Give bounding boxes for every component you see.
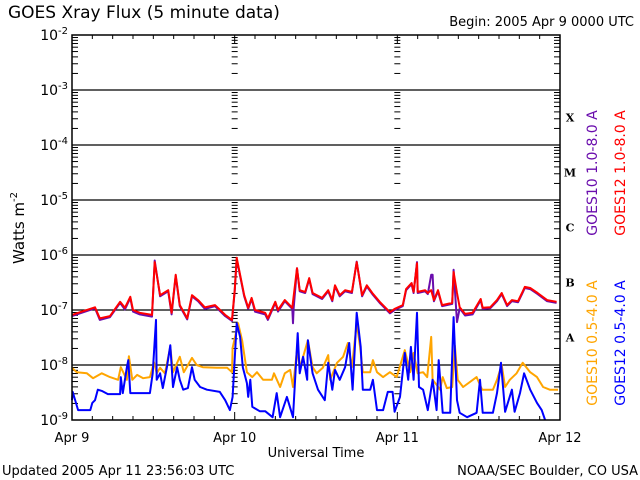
y-tick-label: 10-3 xyxy=(40,81,68,99)
y-tick-base: 10 xyxy=(40,83,58,99)
y-tick-base: 10 xyxy=(40,28,58,44)
flare-class-C: C xyxy=(566,222,575,235)
y-tick-base: 10 xyxy=(40,303,58,319)
y-tick-exp: -4 xyxy=(58,136,68,147)
series-line-goes10-0-5-4-0-a xyxy=(71,322,558,391)
y-tick-exp: -3 xyxy=(58,81,68,92)
y-tick-base: 10 xyxy=(40,193,58,209)
flare-class-M: M xyxy=(564,167,576,180)
y-tick-exp: -8 xyxy=(58,356,68,367)
legend-label: GOES12 0.5-4.0 A xyxy=(613,280,629,406)
legend-entry: GOES12 1.0-8.0 A xyxy=(613,110,629,236)
x-tick-label: Apr 10 xyxy=(213,431,256,446)
legend-entry: GOES10 0.5-4.0 A xyxy=(585,280,601,406)
footer-updated: Updated 2005 Apr 11 23:56:03 UTC xyxy=(2,464,234,479)
y-tick-label: 10-2 xyxy=(40,26,68,44)
y-tick-label: 10-7 xyxy=(40,301,68,319)
y-tick-base: 10 xyxy=(40,358,58,374)
x-tick-labels: Apr 9 Apr 10 Apr 11 Apr 12 xyxy=(55,431,582,446)
series-line-goes12-1-0-8-0-a xyxy=(71,256,557,321)
flare-class-labels: X M C B A xyxy=(564,112,576,345)
legend-entry: GOES12 0.5-4.0 A xyxy=(613,280,629,406)
legend-label: GOES10 1.0-8.0 A xyxy=(585,110,601,236)
legend-label: GOES12 1.0-8.0 A xyxy=(613,110,629,236)
y-tick-exp: -5 xyxy=(58,191,68,202)
y-axis-label-exp: -2 xyxy=(9,192,20,202)
svg-text:Watts m-2: Watts m-2 xyxy=(9,192,28,264)
y-tick-base: 10 xyxy=(40,248,58,264)
data-series xyxy=(71,256,558,421)
axis-ticks xyxy=(72,35,560,420)
legend-entry: GOES10 1.0-8.0 A xyxy=(585,110,601,236)
flare-class-X: X xyxy=(566,112,575,125)
y-tick-base: 10 xyxy=(40,138,58,154)
flare-class-A: A xyxy=(565,332,575,345)
y-tick-base: 10 xyxy=(40,413,58,429)
chart-title: GOES Xray Flux (5 minute data) xyxy=(8,3,280,23)
y-tick-label: 10-5 xyxy=(40,191,68,209)
series-line-goes12-0-5-4-0-a xyxy=(71,311,547,421)
grid-lines xyxy=(72,89,560,366)
y-tick-label: 10-8 xyxy=(40,356,68,374)
y-axis-label-text: Watts m xyxy=(10,202,28,264)
begin-label: Begin: 2005 Apr 9 0000 UTC xyxy=(449,15,634,30)
legend: GOES10 1.0-8.0 A GOES12 1.0-8.0 A GOES10 0… xyxy=(585,110,629,406)
plot-frame xyxy=(71,34,561,421)
x-axis-label: Universal Time xyxy=(268,446,365,461)
flare-class-B: B xyxy=(565,277,574,290)
x-tick-label: Apr 11 xyxy=(376,431,419,446)
legend-label: GOES10 0.5-4.0 A xyxy=(585,280,601,406)
x-tick-label: Apr 12 xyxy=(538,431,581,446)
y-axis-label: Watts m-2 xyxy=(9,192,28,264)
y-tick-label: 10-9 xyxy=(40,411,68,429)
y-tick-exp: -6 xyxy=(58,246,68,257)
y-tick-label: 10-6 xyxy=(40,246,68,264)
y-tick-exp: -9 xyxy=(58,411,68,422)
y-tick-labels: 10-210-310-410-510-610-710-810-9 xyxy=(40,26,68,429)
x-tick-label: Apr 9 xyxy=(55,431,90,446)
footer-credit: NOAA/SEC Boulder, CO USA xyxy=(457,464,638,479)
y-tick-exp: -7 xyxy=(58,301,68,312)
y-tick-exp: -2 xyxy=(58,26,68,37)
y-tick-label: 10-4 xyxy=(40,136,68,154)
